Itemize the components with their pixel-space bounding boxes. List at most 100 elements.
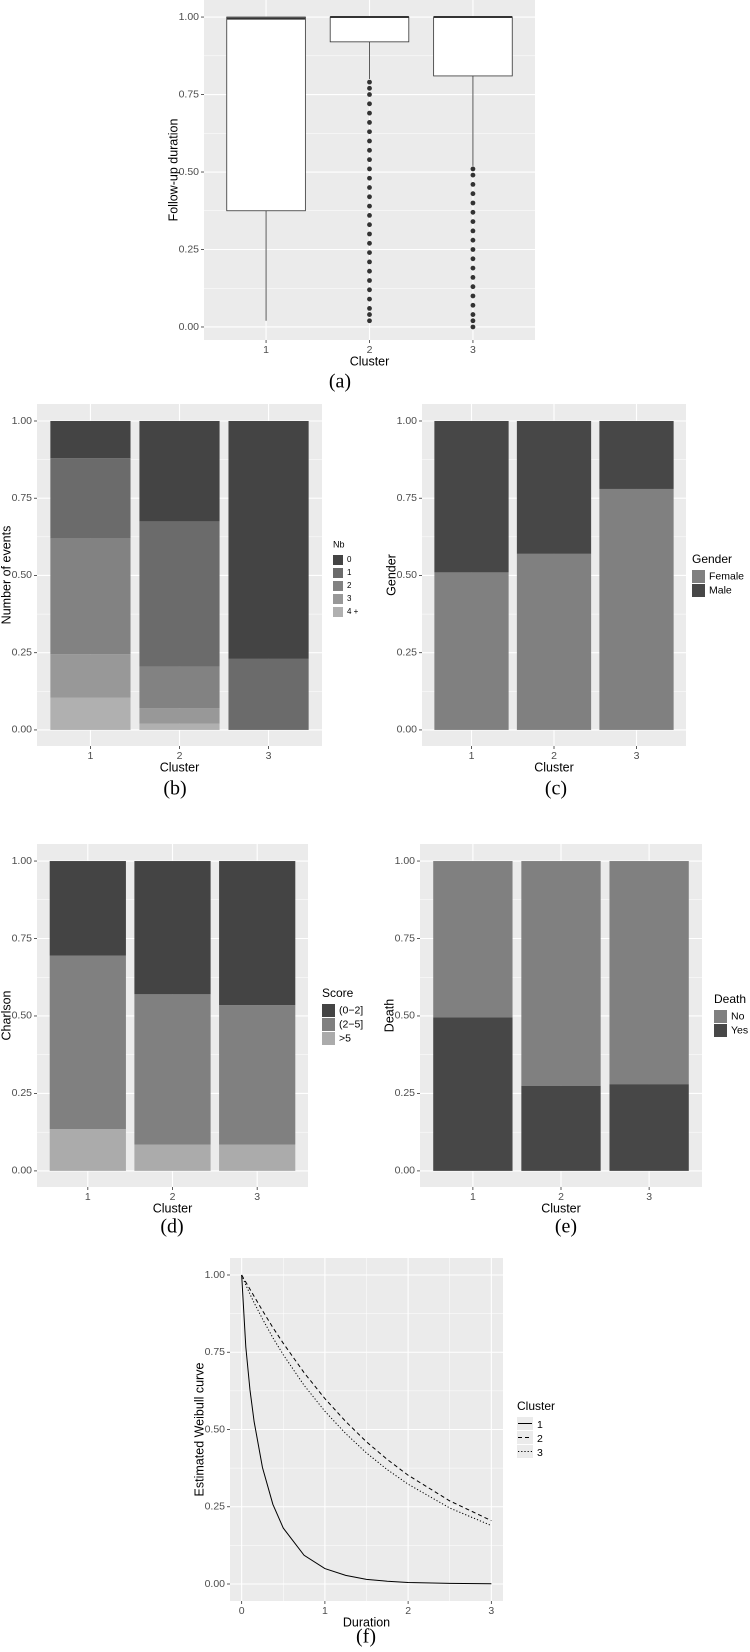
x-tick-label: 1 [470,1191,476,1203]
y-tick-label: 0.00 [397,724,418,736]
legend-label: >5 [339,1032,351,1044]
outlier [470,265,476,271]
bar-segment [516,553,592,730]
outlier [470,209,476,215]
legend-label: (0−2] [339,1004,363,1016]
legend-label: 1 [347,568,352,577]
outlier [367,250,372,255]
y-axis-title: Follow-up duration [166,119,180,222]
y-tick-label: 0.00 [179,321,200,333]
bar-segment [139,723,220,730]
y-tick-label: 0.00 [205,1578,226,1590]
legend-key [322,1004,335,1017]
legend-title: Score [322,986,354,1000]
bar-segment [49,955,126,1130]
x-tick-label: 2 [405,1605,411,1617]
outlier [470,318,476,324]
legend-key [692,584,705,597]
x-tick-label: 2 [367,344,373,356]
y-tick-label: 0.25 [179,243,200,255]
outlier [367,101,372,107]
caption: (f) [356,1626,376,1648]
outlier [470,166,476,172]
x-tick-label: 1 [469,750,475,762]
y-axis-title: Charlson [0,990,13,1040]
x-tick-label: 1 [85,1191,91,1203]
legend-label: 2 [347,581,352,590]
bar-segment [599,488,674,730]
legend-title: Nb [333,539,345,549]
bar-segment [521,861,601,1086]
outlier [367,110,372,116]
outlier [470,312,476,317]
outlier [367,157,372,163]
outlier [367,278,372,283]
bar-segment [521,1085,601,1171]
x-tick-label: 1 [263,344,269,356]
outlier [367,138,372,144]
y-axis-title: Number of events [0,526,13,625]
bar-segment [228,420,309,659]
bar-segment [50,697,131,730]
y-tick-label: 1.00 [12,415,33,427]
bar-segment [134,861,211,995]
y-tick-label: 0.25 [397,646,418,658]
outlier [367,203,372,209]
line [241,1274,492,1527]
caption: (b) [163,778,186,800]
outlier [367,318,372,324]
y-tick-label: 0.50 [179,166,200,178]
y-tick-label: 0.00 [12,724,33,736]
x-axis-title: Cluster [534,760,574,774]
y-axis-title: Death [382,999,396,1032]
y-tick-label: 0.25 [395,1087,416,1099]
x-tick-label: 3 [470,344,476,356]
y-tick-label: 1.00 [179,11,200,23]
outlier [470,172,476,178]
bar-segment [139,666,220,709]
bar-segment [139,420,220,522]
x-tick-label: 2 [558,1191,564,1203]
x-axis-title: Cluster [153,1201,193,1215]
y-axis-title: Estimated Weibull curve [192,1363,206,1497]
y-tick-label: 1.00 [395,855,416,867]
y-tick-label: 0.50 [205,1423,226,1435]
line [241,1274,492,1585]
outlier [470,302,476,308]
y-tick-label: 0.50 [12,1010,33,1022]
bar-segment [139,521,220,667]
outlier [367,222,372,228]
bar-segment [434,572,509,730]
bar-segment [139,708,220,724]
bar-segment [49,1129,126,1171]
legend-title: Cluster [517,1399,555,1413]
outlier [367,166,372,172]
bar-segment [434,420,509,573]
outlier [470,256,476,262]
y-tick-label: 0.50 [395,1010,416,1022]
bar-segment [609,861,689,1085]
legend-label: No [731,1010,745,1022]
legend-title: Gender [692,552,732,566]
outlier [470,219,476,225]
outlier [470,274,476,280]
outlier [470,284,476,290]
legend-title: Death [714,992,746,1006]
outlier [470,191,476,197]
outlier [367,85,372,91]
y-tick-label: 0.25 [12,1087,33,1099]
y-tick-label: 0.50 [12,569,33,581]
y-tick-label: 0.75 [395,932,416,944]
caption: (a) [329,371,351,393]
outlier [470,237,476,243]
outlier [367,175,372,181]
outlier [367,259,372,265]
outlier [470,324,476,330]
x-tick-label: 3 [646,1191,652,1203]
x-axis-title: Cluster [541,1201,581,1215]
legend-key [333,568,343,578]
bar-segment [433,861,513,1018]
x-tick-label: 1 [322,1605,328,1617]
y-tick-label: 0.75 [179,88,200,100]
legend-label: 3 [537,1447,543,1459]
